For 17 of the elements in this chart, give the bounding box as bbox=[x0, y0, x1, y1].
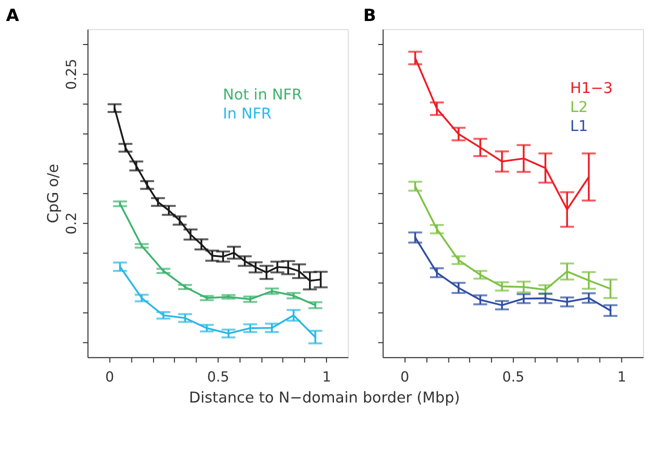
y-tick-label: 0.25 bbox=[64, 58, 80, 90]
x-tick-label: 0 bbox=[400, 369, 410, 386]
x-tick-label: 0.5 bbox=[207, 369, 230, 386]
x-axis-title: Distance to N−domain border (Mbp) bbox=[189, 388, 460, 406]
x-tick-label: 1 bbox=[322, 369, 332, 386]
chart-title: B bbox=[363, 5, 376, 26]
text: L2 bbox=[570, 98, 588, 116]
chart-title: A bbox=[6, 5, 20, 26]
x-tick-label: 1 bbox=[617, 369, 626, 386]
text: H1−3 bbox=[570, 79, 613, 98]
text: L1 bbox=[570, 116, 588, 135]
x-tick-label: 0 bbox=[105, 369, 114, 386]
x-tick-label: 0.5 bbox=[502, 369, 524, 386]
text: Not in NFR bbox=[222, 86, 302, 104]
y-axis-title: CpG o/e bbox=[44, 164, 62, 224]
y-tick-label: 0.2 bbox=[64, 212, 80, 234]
text: In NFR bbox=[222, 104, 272, 123]
